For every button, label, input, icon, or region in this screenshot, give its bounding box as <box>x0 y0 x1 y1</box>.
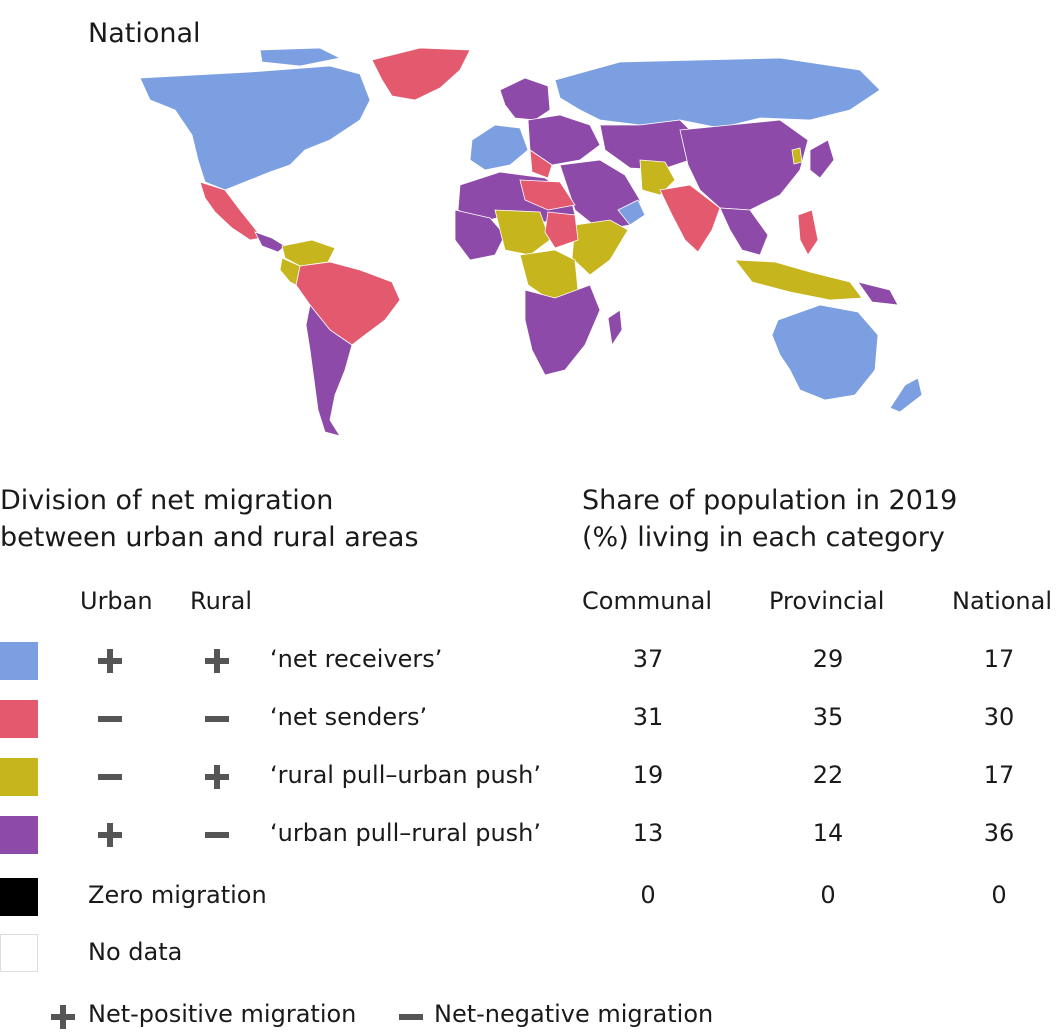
col-header-urban: Urban <box>80 587 153 615</box>
national-value: 30 <box>983 703 1015 731</box>
share-heading-line1: Share of population in 2019 <box>582 485 958 516</box>
plus-icon <box>205 765 229 789</box>
footnote-plus-icon <box>51 1005 75 1029</box>
national-value: 17 <box>983 645 1015 673</box>
region-indonesia <box>734 259 863 301</box>
category-label: ‘net senders’ <box>270 703 428 731</box>
col-header-rural: Rural <box>190 587 253 615</box>
region-libya-egypt <box>519 179 576 211</box>
zero-migration-label: Zero migration <box>88 881 267 909</box>
zero-provincial-value: 0 <box>820 881 836 909</box>
region-new-guinea <box>857 281 899 306</box>
region-sahel <box>494 209 551 256</box>
plus-icon <box>205 649 229 673</box>
region-gulf <box>617 199 646 226</box>
category-label: ‘urban pull–rural push’ <box>270 819 542 847</box>
category-swatch <box>0 642 38 680</box>
region-canada-islands <box>259 47 342 67</box>
minus-icon <box>205 832 229 838</box>
category-swatch <box>0 700 38 738</box>
region-west-africa <box>454 209 506 261</box>
region-south-asia <box>659 184 721 253</box>
region-peru-andes <box>279 257 301 286</box>
legend-heading-line2: between urban and rural areas <box>0 522 419 553</box>
region-north-america <box>139 65 371 191</box>
region-russia <box>554 57 881 129</box>
minus-icon <box>98 774 122 780</box>
region-brazil <box>295 261 401 346</box>
region-western-europe <box>469 124 529 171</box>
legend-heading-line1: Division of net migration <box>0 485 334 516</box>
no-data-swatch <box>0 934 38 972</box>
minus-icon <box>205 716 229 722</box>
region-china <box>679 119 809 211</box>
region-southern-cone <box>305 304 353 437</box>
category-swatch <box>0 816 38 854</box>
region-scandinavia <box>499 77 551 121</box>
plus-icon <box>98 649 122 673</box>
world-choropleth-map <box>139 47 923 437</box>
provincial-value: 22 <box>812 761 844 789</box>
zero-communal-value: 0 <box>640 881 656 909</box>
footnote-minus-icon <box>399 1014 423 1020</box>
zero-national-value: 0 <box>991 881 1007 909</box>
region-iran <box>639 159 676 196</box>
communal-value: 13 <box>632 819 664 847</box>
category-swatch <box>0 758 38 796</box>
region-sudan <box>544 211 579 249</box>
communal-value: 37 <box>632 645 664 673</box>
share-heading-line2: (%) living in each category <box>582 522 945 553</box>
col-header-communal: Communal <box>582 587 712 615</box>
legend-heading: Division of net migration between urban … <box>0 482 419 556</box>
region-balkans <box>529 149 553 179</box>
category-label: ‘net receivers’ <box>270 645 443 673</box>
provincial-value: 29 <box>812 645 844 673</box>
region-central-america <box>254 231 286 253</box>
col-header-national: National <box>952 587 1053 615</box>
communal-value: 31 <box>632 703 664 731</box>
provincial-value: 14 <box>812 819 844 847</box>
footnote-plus-label: Net-positive migration <box>88 1000 357 1028</box>
region-indochina <box>719 207 769 256</box>
region-madagascar <box>607 309 623 347</box>
region-philippines <box>797 209 819 256</box>
region-japan <box>809 139 835 179</box>
provincial-value: 35 <box>812 703 844 731</box>
region-mexico <box>199 181 263 241</box>
national-value: 36 <box>983 819 1015 847</box>
zero-migration-swatch <box>0 878 38 916</box>
footnote-minus-label: Net-negative migration <box>434 1000 714 1028</box>
map-title: National <box>88 18 201 49</box>
no-data-label: No data <box>88 938 183 966</box>
col-header-provincial: Provincial <box>769 587 885 615</box>
plus-icon <box>98 823 122 847</box>
region-new-zealand <box>889 377 923 413</box>
communal-value: 19 <box>632 761 664 789</box>
category-label: ‘rural pull–urban push’ <box>270 761 542 789</box>
national-value: 17 <box>983 761 1015 789</box>
region-korea <box>791 147 803 165</box>
region-greenland <box>371 47 471 101</box>
region-east-africa <box>571 219 629 276</box>
minus-icon <box>98 716 122 722</box>
region-australia <box>771 304 879 401</box>
region-southern-africa <box>524 284 601 376</box>
share-heading: Share of population in 2019 (%) living i… <box>582 482 957 556</box>
